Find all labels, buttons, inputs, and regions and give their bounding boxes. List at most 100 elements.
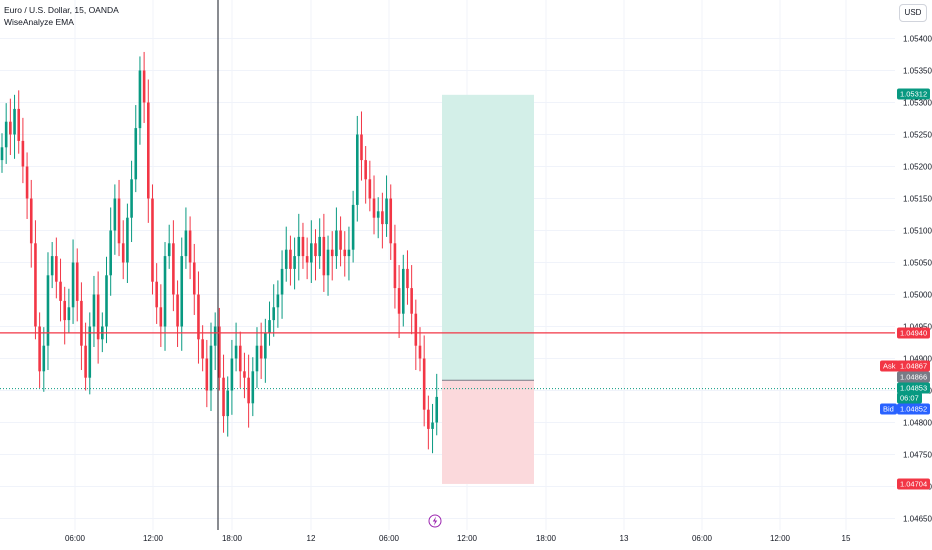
price-tick: 1.05100 bbox=[903, 226, 932, 235]
candle-body bbox=[356, 134, 359, 205]
candle-body bbox=[393, 243, 397, 289]
candle-body bbox=[280, 268, 284, 295]
candle-body bbox=[113, 198, 117, 231]
price-tick: 1.04650 bbox=[903, 514, 932, 523]
candle-body bbox=[322, 236, 326, 276]
ask-side-label: Ask bbox=[880, 360, 899, 372]
candle-body bbox=[422, 358, 426, 410]
price-tick: 1.05250 bbox=[903, 130, 932, 139]
candle-body bbox=[222, 377, 225, 417]
time-tick: 06:00 bbox=[378, 534, 400, 543]
candle-body bbox=[34, 243, 37, 327]
candle-body bbox=[75, 262, 79, 301]
candle-body bbox=[21, 140, 25, 167]
bar-countdown-label: 06:07 bbox=[897, 392, 922, 404]
candle-body bbox=[0, 147, 4, 161]
candle-body bbox=[326, 249, 330, 276]
candle-body bbox=[310, 243, 313, 263]
candle-body bbox=[42, 345, 46, 372]
candle-body bbox=[268, 320, 271, 333]
candle-body bbox=[343, 249, 347, 257]
candle-body bbox=[134, 128, 138, 180]
price-tick: 1.04750 bbox=[903, 450, 932, 459]
candle-body bbox=[351, 204, 355, 250]
entry-price-label: 1.04866 bbox=[897, 371, 931, 383]
time-axis[interactable]: 06:00 12:00 18:00 12 06:00 12:00 18:00 13 06:00 1… bbox=[0, 530, 895, 550]
chart-canvas[interactable]: Euro / U.S. Dollar, 15, OANDA WiseAnalyz… bbox=[0, 0, 895, 530]
candle-body bbox=[92, 294, 96, 327]
candle-body bbox=[218, 326, 221, 378]
candle-body bbox=[126, 217, 129, 263]
price-tick: 1.05200 bbox=[903, 162, 932, 171]
candle-body bbox=[431, 422, 434, 429]
candle-body bbox=[255, 345, 259, 372]
candle-body bbox=[197, 294, 200, 340]
indicator-legend[interactable]: WiseAnalyze EMA bbox=[4, 17, 74, 27]
time-tick: 13 bbox=[619, 534, 629, 543]
candle-body bbox=[188, 230, 192, 263]
candle-body bbox=[63, 300, 66, 321]
candle-body bbox=[385, 198, 388, 225]
candle-body bbox=[88, 326, 92, 378]
candle-body bbox=[247, 377, 250, 404]
candle-body bbox=[372, 198, 376, 218]
candle-body bbox=[297, 236, 301, 257]
candle-body bbox=[109, 230, 112, 276]
candle-body bbox=[46, 275, 50, 346]
candle-body bbox=[142, 70, 146, 103]
candle-body bbox=[67, 307, 71, 321]
candle-body bbox=[259, 345, 263, 359]
time-tick: 18:00 bbox=[221, 534, 243, 543]
bid-side-label: Bid bbox=[880, 403, 897, 415]
price-tick: 1.05150 bbox=[903, 194, 932, 203]
price-tick: 1.05050 bbox=[903, 258, 932, 267]
candle-body bbox=[427, 409, 430, 429]
candle-body bbox=[9, 121, 12, 135]
candle-body bbox=[305, 256, 309, 263]
candle-body bbox=[184, 230, 188, 257]
candle-body bbox=[330, 249, 334, 257]
candle-body bbox=[55, 256, 58, 282]
time-tick: 12:00 bbox=[142, 534, 164, 543]
candle-body bbox=[38, 326, 41, 372]
candle-body bbox=[401, 268, 405, 314]
candle-body bbox=[368, 179, 372, 199]
candle-body bbox=[339, 230, 342, 250]
candle-body bbox=[435, 396, 439, 423]
price-tick: 1.05400 bbox=[903, 34, 932, 43]
candle-body bbox=[147, 102, 150, 199]
candle-body bbox=[314, 243, 317, 257]
candle-body bbox=[301, 236, 305, 257]
price-axis[interactable]: 1.05400 1.05350 1.05300 1.05250 1.05200 1.051… bbox=[895, 0, 932, 530]
candle-body bbox=[213, 326, 217, 346]
candle-body bbox=[4, 121, 8, 148]
lightning-icon[interactable] bbox=[428, 514, 442, 528]
candle-body bbox=[335, 230, 338, 257]
price-tick: 1.04900 bbox=[903, 354, 932, 363]
candle-body bbox=[172, 243, 175, 295]
candle-body bbox=[25, 166, 29, 199]
candle-body bbox=[159, 307, 163, 327]
candle-body bbox=[121, 243, 125, 263]
candle-body bbox=[105, 275, 108, 327]
candle-body bbox=[381, 211, 384, 225]
candle-body bbox=[347, 249, 351, 257]
candle-body bbox=[80, 300, 83, 346]
horizontal-line-price-label: 1.04940 bbox=[897, 327, 931, 339]
currency-button[interactable]: USD bbox=[899, 4, 927, 22]
time-tick: 06:00 bbox=[691, 534, 713, 543]
candle-body bbox=[364, 160, 367, 180]
candlestick-chart[interactable] bbox=[0, 0, 895, 530]
candle-body bbox=[272, 307, 275, 321]
candle-body bbox=[180, 256, 184, 327]
candle-body bbox=[71, 262, 75, 308]
candle-body bbox=[234, 345, 238, 359]
price-tick: 1.05300 bbox=[903, 98, 932, 107]
symbol-legend[interactable]: Euro / U.S. Dollar, 15, OANDA bbox=[4, 5, 119, 15]
candle-body bbox=[406, 268, 409, 289]
candle-body bbox=[276, 294, 280, 308]
candle-body bbox=[50, 256, 54, 276]
time-tick: 15 bbox=[841, 534, 851, 543]
price-tick: 1.04950 bbox=[903, 322, 932, 331]
candle-body bbox=[243, 371, 246, 378]
